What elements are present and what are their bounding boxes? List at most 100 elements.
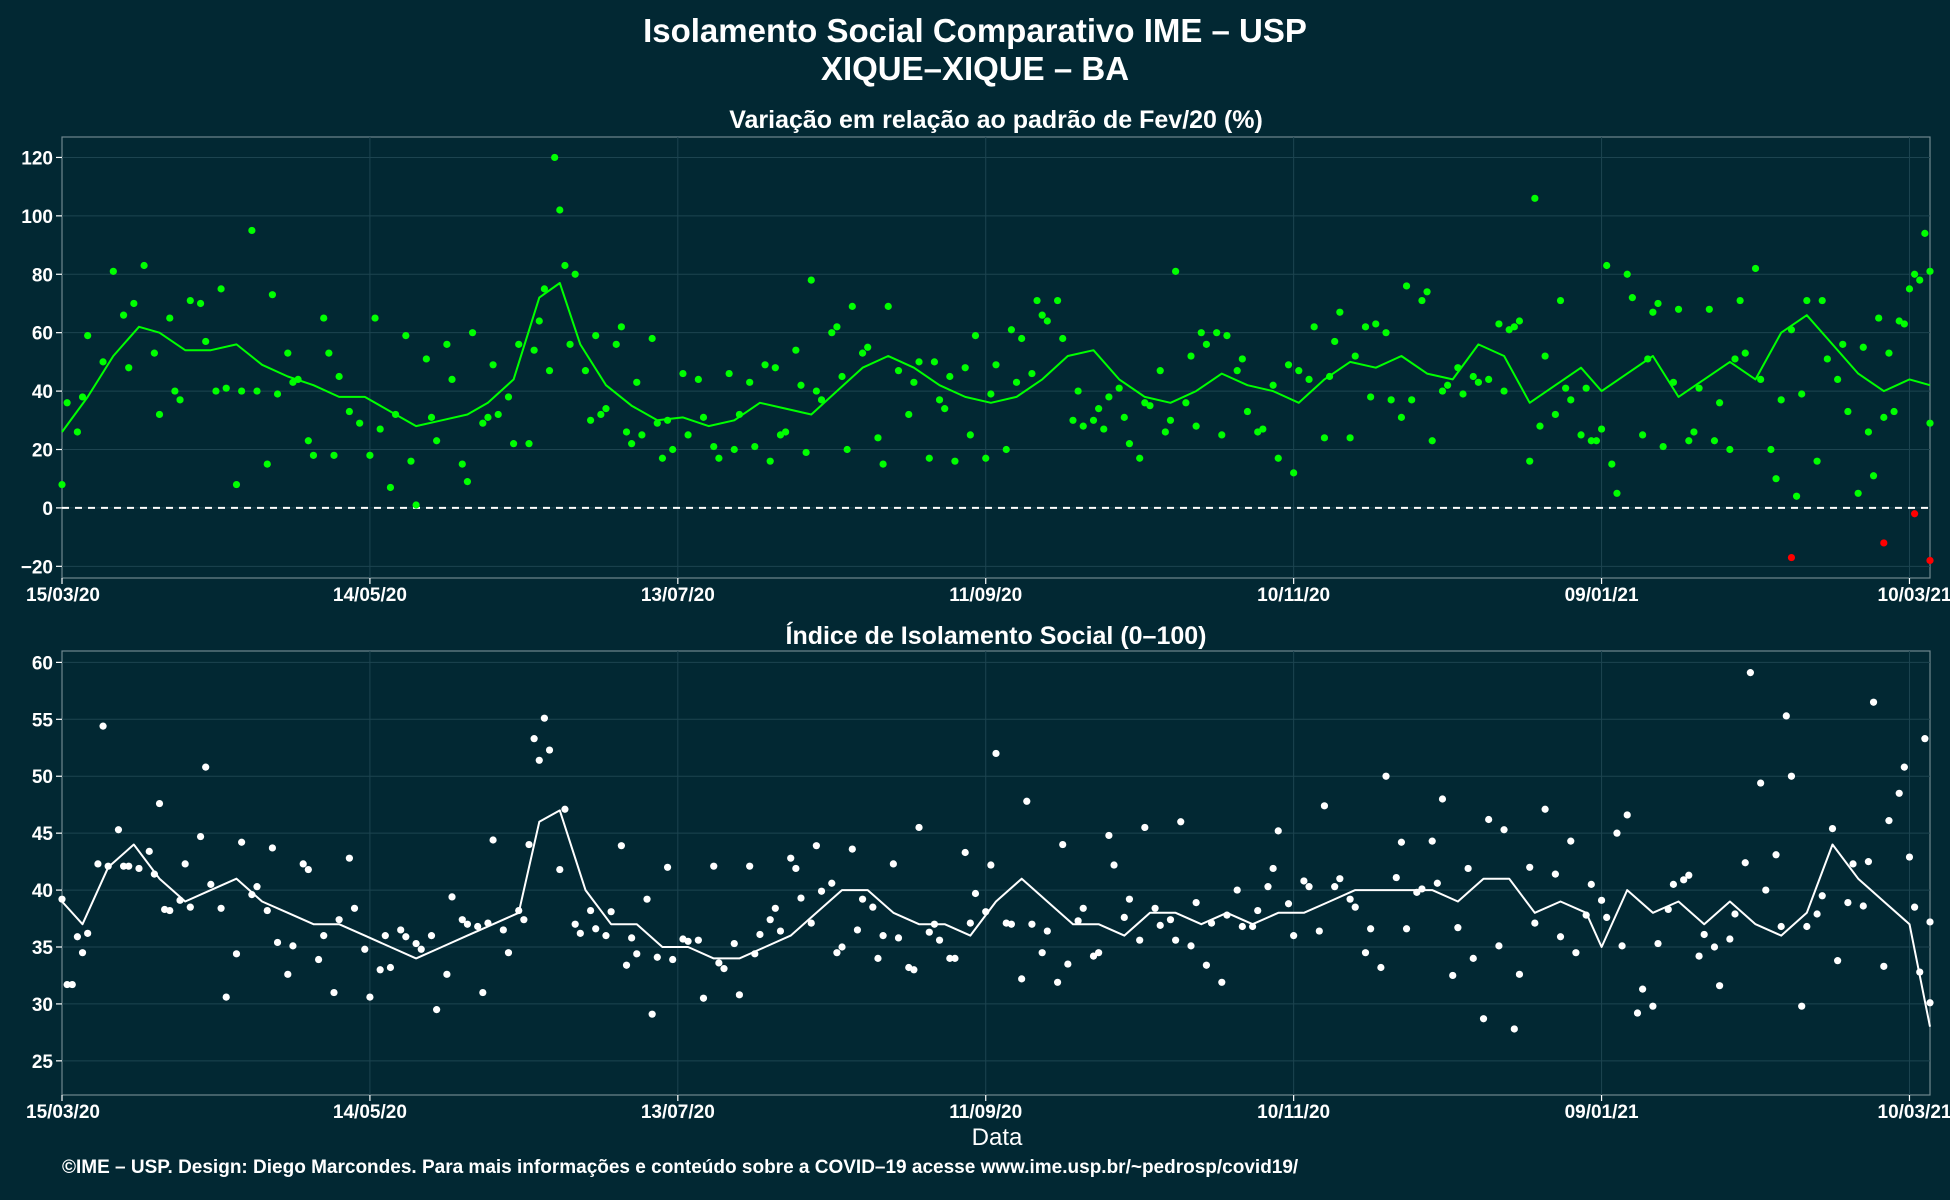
top-data-point (1387, 396, 1395, 404)
top-data-point (1053, 296, 1062, 305)
bottom-y-tick-label: 40 (32, 881, 53, 902)
bottom-x-tick-label: 09/01/21 (1565, 1102, 1639, 1123)
bottom-data-point (78, 949, 87, 957)
top-data-point (58, 480, 66, 489)
top-data-point (166, 314, 174, 322)
top-data-point (304, 437, 312, 445)
top-data-point (150, 349, 158, 357)
bottom-data-point (669, 955, 677, 964)
top-data-point (140, 261, 148, 270)
bottom-data-point (571, 920, 579, 928)
top-data-point (1885, 349, 1893, 357)
bottom-data-point (202, 763, 210, 771)
bottom-data-point (1911, 903, 1919, 911)
top-data-point (84, 331, 92, 340)
bottom-data-point (848, 845, 856, 853)
bottom-data-point (1125, 895, 1134, 903)
bottom-data-point (1177, 818, 1185, 826)
bottom-data-point (1095, 949, 1103, 957)
bottom-data-point (858, 895, 867, 903)
top-data-point (1028, 369, 1036, 378)
top-y-tick-label: 120 (21, 148, 53, 169)
bottom-data-point (946, 954, 954, 962)
top-data-point (510, 440, 518, 448)
bottom-y-tick-label: 45 (32, 824, 54, 845)
bottom-data-point (720, 965, 728, 973)
bottom-data-point (58, 895, 66, 903)
bottom-data-point (320, 932, 328, 940)
top-data-point (1397, 413, 1406, 421)
bottom-data-point (530, 735, 538, 743)
bottom-data-point (617, 842, 625, 850)
bottom-data-point (889, 860, 897, 868)
bottom-data-point (1869, 698, 1878, 706)
bottom-data-point (1587, 880, 1595, 888)
bottom-data-point (417, 945, 425, 953)
bottom-data-point (1418, 885, 1426, 893)
bottom-data-point (119, 862, 128, 870)
bottom-data-point (1798, 1002, 1806, 1010)
top-data-point (879, 460, 887, 468)
top-data-point (1608, 460, 1616, 468)
top-data-point (694, 375, 702, 384)
top-data-point (320, 314, 328, 322)
bottom-data-point (746, 862, 754, 870)
top-data-point (1069, 416, 1077, 424)
top-data-point (504, 393, 513, 401)
top-data-point (1582, 384, 1590, 392)
top-data-point (1418, 296, 1426, 305)
bottom-x-tick-label: 10/11/20 (1257, 1102, 1330, 1123)
top-data-point (1813, 457, 1821, 465)
top-data-point (1639, 431, 1647, 439)
top-data-point (1916, 276, 1924, 284)
bottom-data-point (166, 906, 174, 915)
bottom-data-point (1813, 910, 1821, 918)
bottom-data-point (1864, 858, 1873, 866)
top-data-point (766, 457, 774, 465)
bottom-data-point (1028, 920, 1036, 928)
top-data-point (1556, 296, 1565, 305)
bottom-data-point (1926, 999, 1934, 1007)
bottom-data-point (951, 954, 959, 962)
bottom-data-point (771, 904, 779, 912)
top-data-point (1869, 472, 1878, 480)
top-data-point (1423, 288, 1431, 296)
top-data-point (910, 378, 918, 386)
bottom-data-point (1485, 815, 1493, 824)
top-data-point (1043, 317, 1051, 325)
top-y-tick-label: 40 (32, 382, 53, 403)
top-data-point (1079, 422, 1087, 430)
bottom-data-point (1300, 877, 1308, 885)
top-data-point (1839, 340, 1847, 348)
top-data-point (858, 349, 867, 357)
bottom-data-point (1079, 904, 1087, 912)
top-data-point (78, 393, 87, 401)
footer-credit: ©IME – USP. Design: Diego Marcondes. Par… (62, 1157, 1299, 1178)
bottom-data-point (730, 939, 738, 948)
top-data-point (1726, 445, 1734, 454)
top-data-point (479, 419, 487, 427)
top-data-point (874, 434, 882, 442)
bottom-data-point (1018, 975, 1026, 983)
bottom-x-tick-label: 11/09/20 (949, 1102, 1022, 1123)
top-data-point (1305, 375, 1313, 384)
top-negative-data-point (1911, 510, 1919, 518)
top-data-point (1654, 299, 1662, 308)
bottom-data-point (653, 953, 661, 961)
bottom-data-point (289, 942, 297, 950)
top-data-point (345, 407, 353, 416)
top-x-tick-label: 10/03/21 (1878, 585, 1950, 606)
bottom-data-point (520, 916, 528, 924)
bottom-data-point (1141, 823, 1149, 832)
top-data-point (1485, 375, 1493, 384)
top-data-point (966, 431, 974, 439)
top-data-point (612, 340, 620, 348)
bottom-data-point (1233, 886, 1241, 894)
top-data-point (586, 416, 595, 424)
top-x-tick-label: 15/03/20 (26, 585, 100, 606)
top-data-point (905, 410, 913, 419)
top-x-tick-label: 10/11/20 (1257, 585, 1330, 606)
top-data-point (268, 291, 277, 299)
bottom-data-point (68, 980, 76, 989)
top-data-point (1238, 355, 1246, 363)
